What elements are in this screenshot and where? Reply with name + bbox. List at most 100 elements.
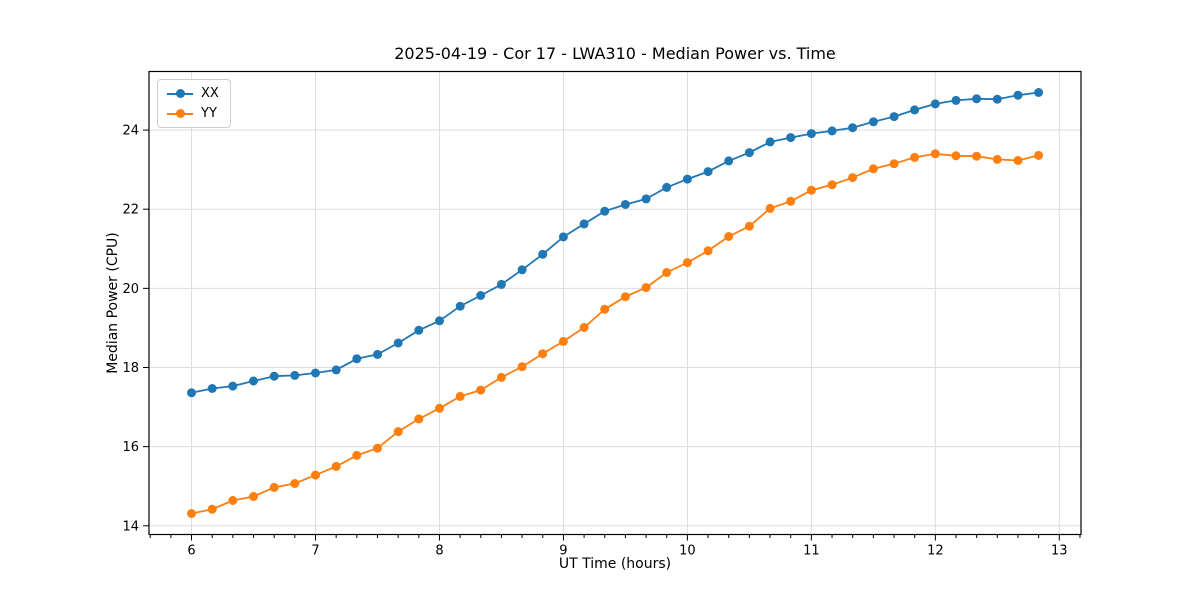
data-point-xx — [620, 200, 630, 209]
x-tick-label: 10 — [679, 544, 696, 559]
data-point-yy — [476, 385, 486, 395]
data-point-yy — [806, 185, 816, 195]
legend-label-yy: YY — [201, 106, 217, 121]
legend-dot-yy — [176, 108, 185, 118]
data-point-xx — [641, 194, 651, 204]
data-point-xx — [311, 368, 320, 378]
data-point-yy — [1034, 150, 1044, 160]
series-line-xx — [191, 91, 1039, 394]
data-point-xx — [724, 156, 734, 166]
data-point-yy — [1013, 156, 1023, 165]
data-point-xx — [393, 338, 403, 348]
x-tick-label: 11 — [803, 544, 820, 559]
data-point-xx — [889, 112, 899, 122]
data-point-yy — [868, 164, 878, 174]
legend: XX YY — [157, 79, 231, 128]
data-point-yy — [889, 159, 899, 169]
data-point-xx — [538, 249, 548, 259]
data-point-xx — [269, 371, 279, 381]
data-point-xx — [972, 94, 982, 104]
data-point-yy — [848, 173, 858, 183]
data-point-yy — [538, 349, 548, 359]
data-point-xx — [414, 325, 424, 335]
x-tick-label: 13 — [1051, 544, 1068, 559]
data-point-yy — [951, 151, 961, 161]
data-point-yy — [765, 203, 775, 213]
data-point-yy — [311, 470, 320, 480]
data-point-yy — [207, 504, 217, 514]
data-point-yy — [930, 149, 940, 159]
data-point-yy — [992, 154, 1002, 164]
data-point-yy — [269, 482, 279, 492]
legend-dot-xx — [176, 88, 185, 98]
data-point-xx — [806, 129, 816, 139]
x-tick-label: 12 — [927, 544, 944, 559]
legend-item-yy: YY — [167, 107, 219, 120]
x-tick-label: 7 — [311, 544, 319, 559]
legend-marker-xx-icon — [167, 88, 193, 99]
y-tick-label: 14 — [122, 519, 139, 534]
x-tick-label: 6 — [187, 544, 195, 559]
data-point-yy — [331, 461, 341, 471]
legend-label-xx: XX — [201, 86, 219, 101]
data-point-yy — [455, 391, 465, 401]
data-point-yy — [641, 283, 651, 293]
data-point-xx — [786, 133, 796, 143]
data-point-xx — [662, 182, 672, 192]
plot-border — [148, 70, 1082, 536]
data-point-xx — [496, 279, 506, 289]
chart-title: 2025-04-19 - Cor 17 - LWA310 - Median Po… — [394, 44, 836, 63]
data-point-yy — [579, 323, 589, 332]
data-point-xx — [868, 117, 878, 127]
data-point-xx — [455, 301, 465, 311]
data-point-yy — [496, 372, 506, 382]
y-axis-label: Median Power (CPU) — [105, 232, 121, 374]
data-point-yy — [414, 414, 424, 424]
data-point-xx — [765, 137, 775, 147]
data-point-xx — [558, 232, 568, 242]
data-point-yy — [435, 403, 444, 413]
data-point-yy — [558, 336, 568, 346]
data-point-xx — [682, 174, 692, 184]
y-tick-label: 20 — [122, 282, 139, 297]
data-point-yy — [228, 496, 238, 505]
data-point-yy — [393, 427, 403, 437]
x-tick-label: 8 — [435, 544, 443, 559]
data-point-xx — [848, 123, 858, 133]
data-point-yy — [827, 180, 837, 190]
data-point-yy — [600, 304, 610, 314]
y-tick-label: 24 — [122, 124, 139, 139]
data-point-yy — [744, 221, 754, 231]
data-point-yy — [724, 232, 734, 241]
data-point-yy — [517, 362, 527, 372]
data-point-xx — [910, 105, 920, 115]
legend-marker-yy-icon — [167, 108, 193, 119]
x-axis-label: UT Time (hours) — [558, 556, 672, 572]
data-point-xx — [744, 148, 754, 158]
data-point-xx — [249, 376, 258, 386]
data-point-xx — [827, 126, 837, 136]
data-point-yy — [290, 479, 300, 488]
data-point-xx — [476, 291, 486, 300]
data-point-yy — [373, 443, 382, 453]
data-point-xx — [579, 219, 589, 229]
data-point-xx — [600, 206, 610, 216]
data-point-yy — [972, 151, 982, 161]
data-point-yy — [620, 292, 630, 302]
data-point-xx — [435, 316, 444, 326]
data-point-xx — [207, 384, 217, 393]
y-tick-label: 16 — [122, 440, 139, 455]
data-point-yy — [662, 268, 672, 277]
data-point-yy — [352, 450, 362, 460]
data-point-xx — [352, 354, 362, 364]
data-point-xx — [703, 167, 713, 177]
data-point-xx — [331, 365, 341, 375]
data-point-xx — [1034, 88, 1044, 97]
data-point-xx — [930, 99, 940, 109]
data-point-xx — [373, 349, 382, 359]
y-tick-label: 18 — [122, 361, 139, 376]
y-tick-label: 22 — [122, 203, 139, 218]
data-point-xx — [517, 265, 527, 275]
data-point-xx — [187, 388, 196, 398]
